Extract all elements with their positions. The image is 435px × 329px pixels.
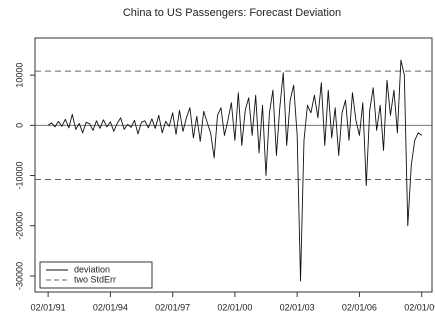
plot-frame	[34, 37, 433, 293]
y-tick-label: -30000	[14, 262, 24, 290]
y-tick-label: -10000	[14, 162, 24, 190]
x-tick-label: 02/01/97	[155, 302, 190, 312]
x-tick-label: 02/01/03	[280, 302, 315, 312]
x-tick-label: 02/01/00	[217, 302, 252, 312]
legend-label: deviation	[74, 264, 110, 274]
x-tick-label: 02/01/09	[404, 302, 435, 312]
chart-title: China to US Passengers: Forecast Deviati…	[123, 7, 341, 19]
legend-box	[39, 261, 153, 289]
x-tick-label: 02/01/91	[31, 302, 66, 312]
y-tick-label: -20000	[14, 212, 24, 240]
data-line	[47, 59, 422, 282]
x-tick-label: 02/01/06	[342, 302, 377, 312]
x-tick-label: 02/01/94	[93, 302, 128, 312]
y-tick-label: 0	[14, 123, 24, 128]
y-tick-label: 10000	[14, 63, 24, 88]
legend-label: two StdErr	[74, 274, 116, 284]
